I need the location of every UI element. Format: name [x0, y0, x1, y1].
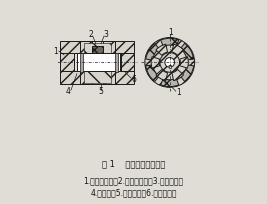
- Wedge shape: [146, 65, 159, 81]
- Circle shape: [160, 53, 179, 72]
- Text: 4: 4: [65, 87, 70, 96]
- Bar: [103, 41, 134, 53]
- Text: 4.孔挡圈；5.外防护套；6.右半联轴器: 4.孔挡圈；5.外防护套；6.右半联轴器: [90, 188, 177, 197]
- Circle shape: [165, 58, 175, 67]
- Wedge shape: [172, 44, 183, 55]
- Text: 6: 6: [132, 75, 137, 84]
- Text: 5: 5: [99, 87, 104, 96]
- Bar: [77, 53, 120, 71]
- Wedge shape: [151, 57, 160, 68]
- Bar: [60, 71, 92, 84]
- Wedge shape: [156, 70, 167, 81]
- Text: 1.左半联轴器；2.橡胶弹性块；3.内防护套；: 1.左半联轴器；2.橡胶弹性块；3.内防护套；: [83, 176, 184, 185]
- Text: 3: 3: [103, 30, 108, 39]
- Bar: [60, 41, 92, 53]
- Wedge shape: [172, 70, 183, 81]
- Wedge shape: [161, 38, 179, 46]
- Wedge shape: [156, 44, 167, 55]
- Text: 图 1    楔块式弹性联轴器: 图 1 楔块式弹性联轴器: [102, 160, 165, 169]
- Bar: [80, 41, 115, 84]
- Bar: [92, 46, 103, 54]
- Text: 1: 1: [53, 47, 58, 56]
- Bar: [121, 53, 134, 71]
- Bar: [115, 53, 118, 72]
- Circle shape: [145, 38, 195, 87]
- Bar: [168, 65, 171, 68]
- Wedge shape: [180, 43, 194, 60]
- Bar: [80, 53, 83, 72]
- Wedge shape: [180, 65, 194, 81]
- Bar: [60, 53, 74, 71]
- Bar: [84, 43, 111, 54]
- Wedge shape: [146, 43, 159, 60]
- Text: 2: 2: [88, 30, 93, 39]
- Text: 1: 1: [168, 28, 173, 37]
- Wedge shape: [161, 79, 179, 86]
- Wedge shape: [180, 57, 188, 68]
- Bar: [84, 71, 111, 83]
- Text: 1: 1: [176, 88, 181, 97]
- Bar: [103, 71, 134, 84]
